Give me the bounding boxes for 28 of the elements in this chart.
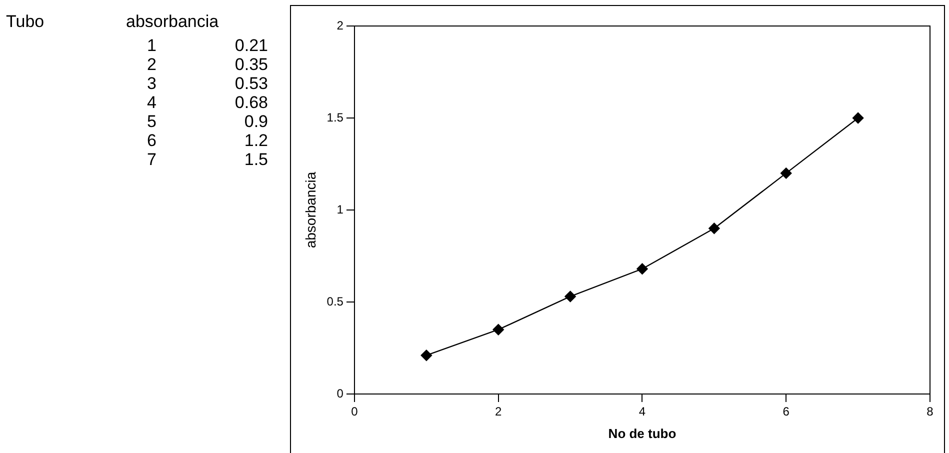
text: Tubo [6, 12, 44, 32]
point [780, 168, 792, 179]
point [492, 324, 504, 336]
text: 6 1.2 [147, 131, 268, 151]
text: 5 0.9 [147, 112, 268, 132]
point [564, 290, 576, 302]
y-tick-label: 1.5 [326, 110, 344, 124]
point [420, 350, 432, 361]
point [852, 112, 864, 124]
text: 7 1.5 [147, 150, 268, 170]
y-tick-label: 2 [336, 18, 344, 32]
y-tick-label: 1 [336, 202, 344, 216]
x-tick-label: 8 [926, 404, 934, 419]
x-tick-label: 6 [782, 404, 790, 419]
y-tick-label: 0.5 [326, 294, 344, 308]
text: 4 0.68 [147, 93, 268, 113]
x-axis-title: No de tubo [608, 426, 676, 441]
point [636, 263, 648, 274]
text: 2 0.35 [147, 55, 268, 75]
x-tick-label: 2 [495, 404, 502, 419]
text: absorbancia [126, 12, 219, 32]
x-tick-label: 4 [638, 404, 646, 419]
text: 1 0.21 [147, 36, 268, 56]
y-tick-label: 0 [336, 386, 344, 400]
y-axis-title: absorbancia [302, 172, 318, 248]
x-tick-label: 0 [351, 404, 358, 419]
text: 3 0.53 [147, 74, 268, 94]
point [708, 222, 720, 234]
